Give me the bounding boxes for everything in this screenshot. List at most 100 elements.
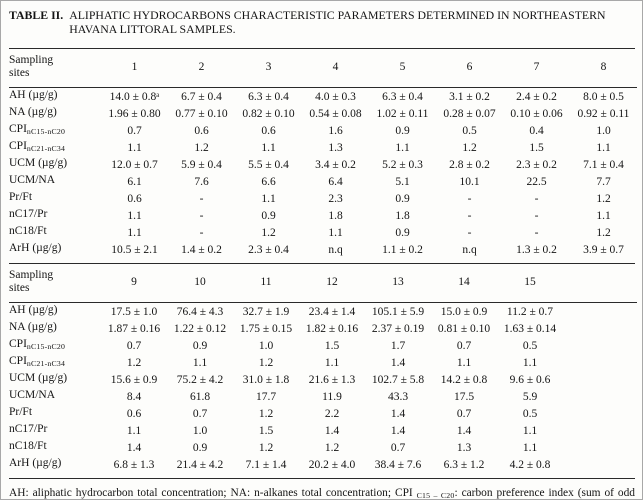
table-cell: 0.6	[194, 124, 209, 137]
table-cell: -	[467, 192, 472, 205]
table-cell	[563, 422, 637, 439]
row-label: ArH (µg/g)	[9, 241, 101, 263]
table-cell: 105.1 ± 5.9	[371, 305, 425, 318]
table-cell: 38.4 ± 7.6	[374, 458, 422, 471]
table-cell: 1.1	[192, 356, 208, 369]
table-cell: -	[199, 209, 204, 222]
parameter-name: CPI	[9, 140, 27, 152]
table-cell: 0.9	[395, 192, 410, 205]
table-cell: 0.9	[395, 124, 410, 137]
table-cell: 7.7	[596, 175, 611, 188]
table-cell	[563, 439, 637, 456]
site-column-header: 4	[302, 49, 369, 88]
table-cell: 0.7	[456, 407, 472, 420]
site-column-header: 14	[431, 264, 497, 303]
table-cell: 0.92 ± 0.11	[577, 107, 630, 120]
parameter-name: ArH (µg/g)	[9, 242, 62, 254]
table-cell: 1.4	[324, 424, 340, 437]
table-cell: 6.6	[261, 175, 276, 188]
row-label: NA (µg/g)	[9, 320, 101, 337]
table-cell: 1.4	[390, 407, 406, 420]
site-column-header: 12	[299, 264, 365, 303]
table-cell: 1.0	[596, 124, 611, 137]
parameter-name: UCM/NA	[9, 389, 56, 401]
table-cell: 1.7	[390, 339, 406, 352]
table-body: AH (µg/g) 14.0 ± 0.8ᵃ 6.7 ± 0.4 6.3 ± 0.…	[9, 88, 637, 264]
table-cell: 75.2 ± 4.2	[176, 373, 224, 386]
table-cell: 17.5	[453, 390, 475, 403]
table-cell: 8.4	[126, 390, 142, 403]
table-cell: 0.28 ± 0.07	[443, 107, 496, 120]
table-cell: 1.1	[126, 424, 142, 437]
table-cell: 0.7	[126, 339, 142, 352]
table-row: NA (µg/g) 1.87 ± 0.16 1.22 ± 0.12 1.75 ±…	[9, 320, 637, 337]
table-cell: 1.1	[395, 141, 410, 154]
row-label: Pr/Ft	[9, 190, 101, 207]
table-row: UCM/NA 8.4 61.8 17.7 11.9 43.3 17.5 5.9	[9, 388, 637, 405]
table-cell: 0.54 ± 0.08	[309, 107, 362, 120]
table-cell: 1.2	[324, 441, 340, 454]
table-cell	[563, 320, 637, 337]
table-cell: 1.3 ± 0.2	[516, 243, 557, 256]
table-cell: 0.81 ± 0.10	[437, 322, 491, 335]
parameter-name: NA (µg/g)	[9, 321, 57, 333]
table-cell: 43.3	[387, 390, 409, 403]
table-cell: 0.4	[529, 124, 544, 137]
footnote-text: AH: aliphatic hydrocarbon total concentr…	[9, 487, 417, 499]
table-cell: 14.2 ± 0.8	[440, 373, 488, 386]
table-cell	[563, 388, 637, 405]
table-cell: -	[467, 209, 472, 222]
header-row: Sampling sites 9 10 11 12 13 14 15	[9, 264, 637, 303]
table-cell: 1.82 ± 0.16	[305, 322, 359, 335]
sampling-sites-label: Sampling sites	[9, 54, 54, 79]
table-cell: 0.9	[192, 339, 208, 352]
table-cell: 4.2 ± 0.8	[509, 458, 551, 471]
footnote-text: : carbon preference index (sum of odd ov…	[454, 487, 636, 499]
row-label: CPInC21-nC34	[9, 139, 101, 156]
table-cell: 1.1	[596, 209, 611, 222]
table-cell: 31.0 ± 1.8	[242, 373, 290, 386]
table-cell: 1.1	[596, 141, 611, 154]
parameter-subscript: nC21-nC34	[26, 144, 66, 153]
parameter-name: Pr/Ft	[9, 406, 33, 418]
table-cell: n.q	[328, 243, 343, 256]
table-cell	[563, 337, 637, 354]
table-cell: 6.1	[127, 175, 142, 188]
table-row: nC18/Ft 1.4 0.9 1.2 1.2 0.7 1.3 1.1	[9, 439, 637, 456]
divider	[9, 263, 635, 264]
table-cell: 0.7	[390, 441, 406, 454]
divider	[9, 478, 635, 479]
table-cell: 1.1	[127, 226, 142, 239]
table-cell: -	[199, 192, 204, 205]
table-cell: 1.2	[194, 141, 209, 154]
table-row: UCM (µg/g) 15.6 ± 0.9 75.2 ± 4.2 31.0 ± …	[9, 371, 637, 388]
table-row: Pr/Ft 0.6 - 1.1 2.3 0.9 - - 1.2	[9, 190, 637, 207]
row-label: UCM (µg/g)	[9, 371, 101, 388]
parameter-name: UCM (µg/g)	[9, 372, 68, 384]
table-cell: 32.7 ± 1.9	[242, 305, 290, 318]
table-cell: 6.4	[328, 175, 343, 188]
table-cell: -	[467, 226, 472, 239]
row-label: NA (µg/g)	[9, 105, 101, 122]
table-cell: 1.22 ± 0.12	[173, 322, 227, 335]
row-label: CPInC21-nC34	[9, 354, 101, 371]
table-cell: -	[534, 226, 539, 239]
table-cell: 76.4 ± 4.3	[176, 305, 224, 318]
table-cell: 1.1	[324, 356, 340, 369]
table-cell: 2.4 ± 0.2	[516, 90, 557, 103]
site-column-header: 1	[101, 49, 168, 88]
table-cell: 12.0 ± 0.7	[111, 158, 158, 171]
table-cell: 11.2 ± 0.7	[506, 305, 554, 318]
table-cell: 14.0 ± 0.8ᵃ	[109, 90, 160, 103]
table-cell: 1.8	[328, 209, 343, 222]
table-cell: 0.9	[192, 441, 208, 454]
site-column-header: 6	[436, 49, 503, 88]
table-cell: 1.4 ± 0.2	[181, 243, 222, 256]
row-label: nC18/Ft	[9, 224, 101, 241]
site-column-header: 7	[503, 49, 570, 88]
parameter-name: CPI	[9, 123, 27, 135]
table-cell: 2.37 ± 0.19	[371, 322, 425, 335]
table-cell: 1.2	[258, 356, 274, 369]
sampling-sites-header: Sampling sites	[9, 49, 101, 88]
